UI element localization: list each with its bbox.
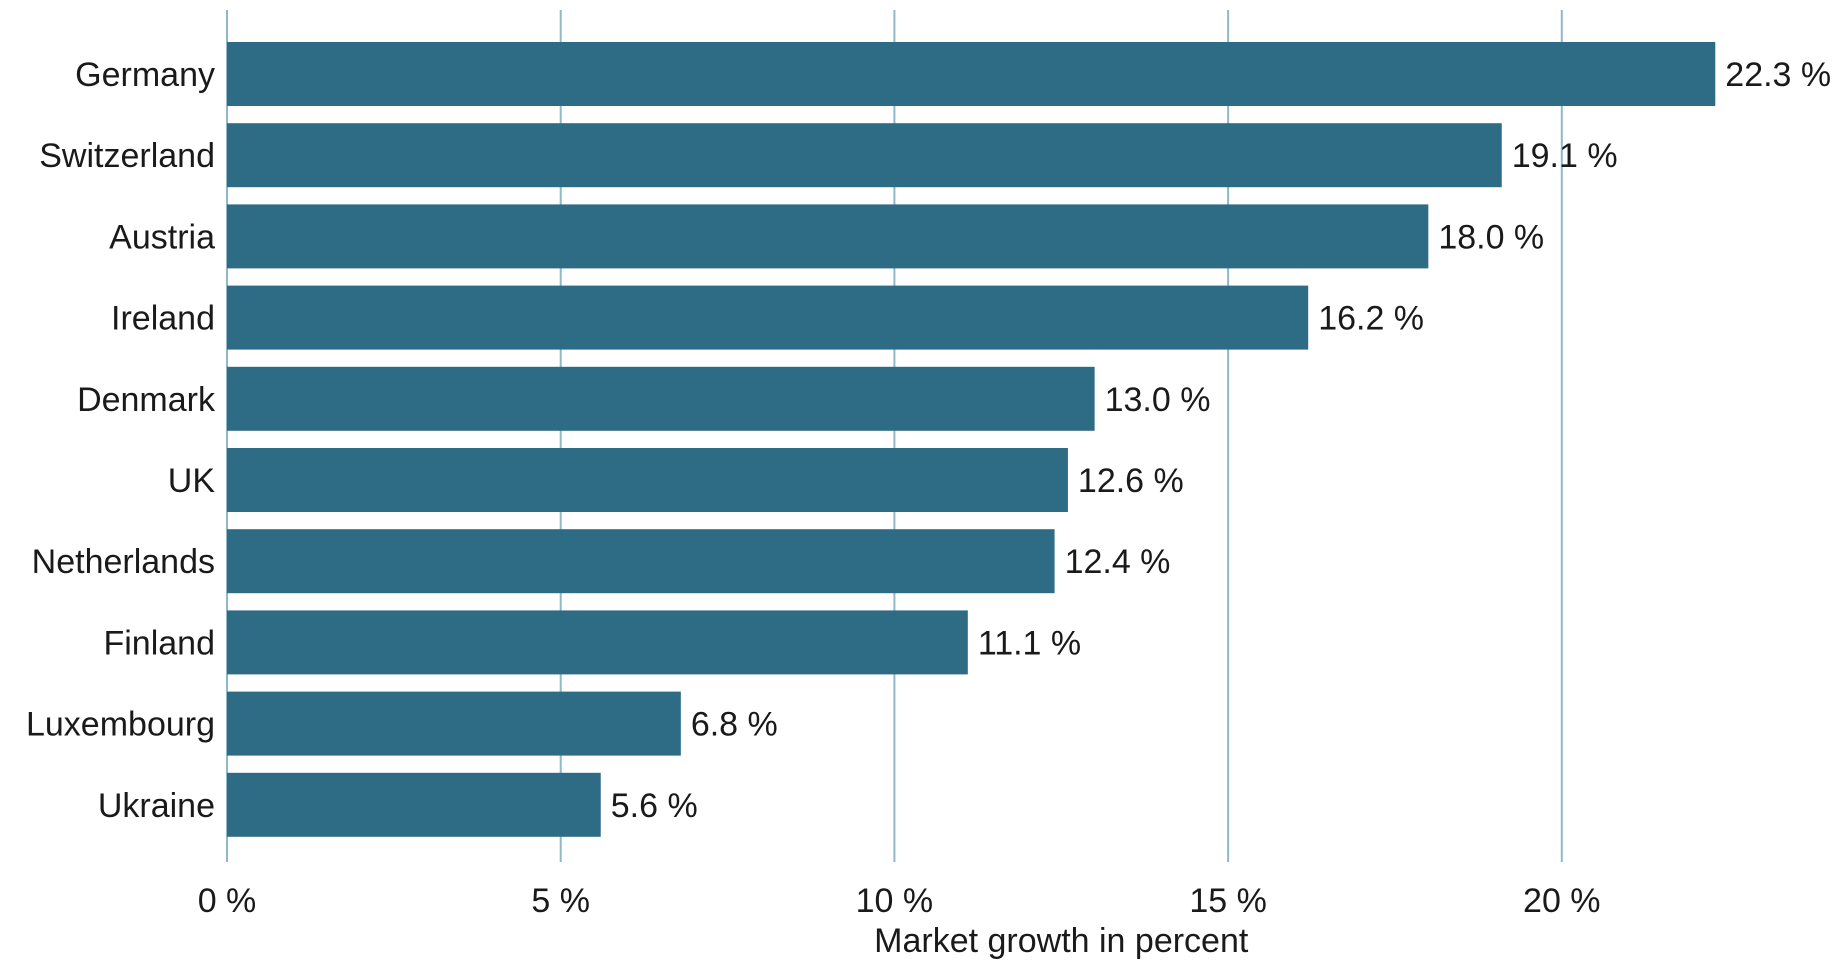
value-label: 5.6 % [611, 787, 698, 825]
category-label: Luxembourg [26, 706, 215, 744]
x-axis-title: Market growth in percent [874, 922, 1249, 960]
x-tick-label: 0 % [198, 882, 257, 920]
category-label: Germany [75, 56, 215, 94]
x-tick-label: 10 % [856, 882, 934, 920]
value-label: 13.0 % [1105, 381, 1211, 419]
category-label: Ireland [111, 300, 215, 338]
bar [227, 529, 1055, 594]
value-label: 11.1 % [978, 624, 1081, 662]
value-label: 12.4 % [1065, 543, 1171, 581]
value-label: 12.6 % [1078, 462, 1184, 500]
category-label: Switzerland [39, 137, 215, 175]
category-label: Finland [103, 624, 215, 662]
category-labels: Germany Switzerland Austria Ireland Denmark U… [26, 56, 216, 825]
x-tick-label: 5 % [531, 882, 590, 920]
bar [227, 691, 681, 756]
bars [227, 42, 1716, 837]
x-tick-label: 20 % [1523, 882, 1601, 920]
bar [227, 610, 968, 675]
value-label: 19.1 % [1512, 137, 1618, 175]
bar [227, 204, 1429, 269]
bar [227, 123, 1502, 188]
bar [227, 772, 601, 837]
category-label: Denmark [77, 381, 216, 419]
bar [227, 285, 1309, 350]
bar [227, 366, 1095, 431]
bar [227, 448, 1068, 512]
value-label: 18.0 % [1438, 218, 1544, 256]
x-tick-label: 15 % [1189, 882, 1267, 920]
value-label: 6.8 % [691, 706, 778, 744]
value-label: 22.3 % [1725, 56, 1831, 94]
value-label: 16.2 % [1318, 300, 1424, 338]
category-label: Netherlands [32, 543, 215, 581]
category-label: Austria [109, 218, 215, 256]
bar [227, 42, 1716, 106]
x-axis-ticks: 0 % 5 % 10 % 15 % 20 % [198, 882, 1601, 920]
category-label: Ukraine [98, 787, 215, 825]
category-label: UK [168, 462, 216, 500]
value-labels: 22.3 % 19.1 % 18.0 % 16.2 % 13.0 % 12.6 % 12.4… [611, 56, 1831, 825]
